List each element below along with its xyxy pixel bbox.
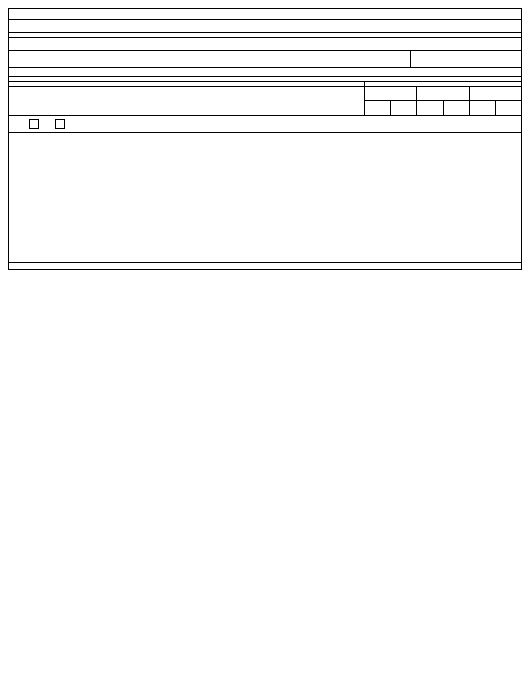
privacy-block [9,38,521,51]
attempt-group [365,87,521,115]
table-value [108,21,517,25]
pf-1 [391,101,417,115]
title-block [9,9,521,20]
pf-0 [365,101,391,115]
attempt-1 [365,87,417,100]
scenario-block [9,68,521,77]
performance-header-row [9,87,521,116]
form-container [8,8,522,270]
task-head [9,82,365,86]
completed-head [365,82,521,86]
soldier-date-row [9,51,521,68]
yes-checkbox[interactable] [29,119,39,129]
footer [8,270,522,274]
no-checkbox[interactable] [55,119,65,129]
date-field[interactable] [411,51,521,67]
pf-2 [417,101,443,115]
reference-value [108,27,517,31]
table-label [13,21,108,25]
reference-block [9,20,521,33]
pf-5 [496,101,521,115]
comments-field[interactable] [9,133,521,263]
pf-4 [470,101,496,115]
pf-3 [444,101,470,115]
disclaimer [9,263,521,269]
soldier-field[interactable] [9,51,411,67]
attempt-2 [417,87,469,100]
proficiency-row [9,116,521,133]
performance-label [9,87,365,115]
reference-label [13,27,108,31]
attempt-3 [470,87,521,100]
